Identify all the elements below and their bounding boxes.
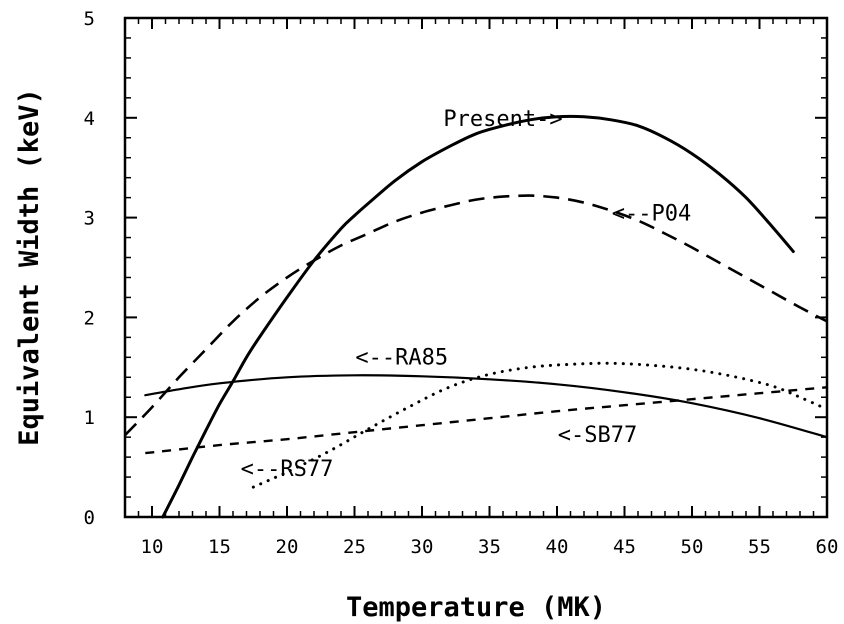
x-tick-label: 15: [208, 536, 231, 558]
y-tick-label: 0: [84, 507, 95, 529]
x-tick-label: 55: [748, 536, 771, 558]
y-tick-label: 1: [84, 407, 95, 429]
series-label-present: Present->: [443, 107, 562, 132]
series-label-rs77: <--RS77: [241, 457, 334, 482]
series-line-present: [161, 114, 795, 519]
x-tick-label: 20: [276, 536, 299, 558]
series-layer: [124, 114, 829, 519]
series-label-sb77: <-SB77: [558, 423, 637, 448]
x-tick-label: 50: [681, 536, 704, 558]
series-line-sb77: [145, 386, 828, 455]
x-tick-label: 60: [816, 536, 839, 558]
y-tick-label: 5: [84, 8, 95, 30]
y-tick-label: 3: [84, 208, 95, 230]
x-tick-label: 45: [613, 536, 636, 558]
x-tick-label: 40: [546, 536, 569, 558]
series-line-p04: [124, 194, 828, 437]
x-tick-label: 30: [411, 536, 434, 558]
annotation-layer: Present-> <--P04 <--RA85 <-SB77 <--RS77: [241, 107, 692, 482]
x-tick-label: 25: [343, 536, 366, 558]
y-tick-label: 4: [84, 108, 95, 130]
y-tick-label: 2: [84, 307, 95, 329]
x-tick-label: 35: [478, 536, 501, 558]
series-label-p04: <--P04: [612, 202, 691, 227]
x-axis-title: Temperature (MK): [346, 592, 606, 623]
series-label-ra85: <--RA85: [355, 345, 448, 370]
series-line-ra85: [144, 374, 829, 439]
series-line-rs77: [251, 361, 829, 489]
y-axis-title: Equivalent Width (keV): [14, 88, 45, 446]
x-tick-label: 10: [141, 536, 164, 558]
